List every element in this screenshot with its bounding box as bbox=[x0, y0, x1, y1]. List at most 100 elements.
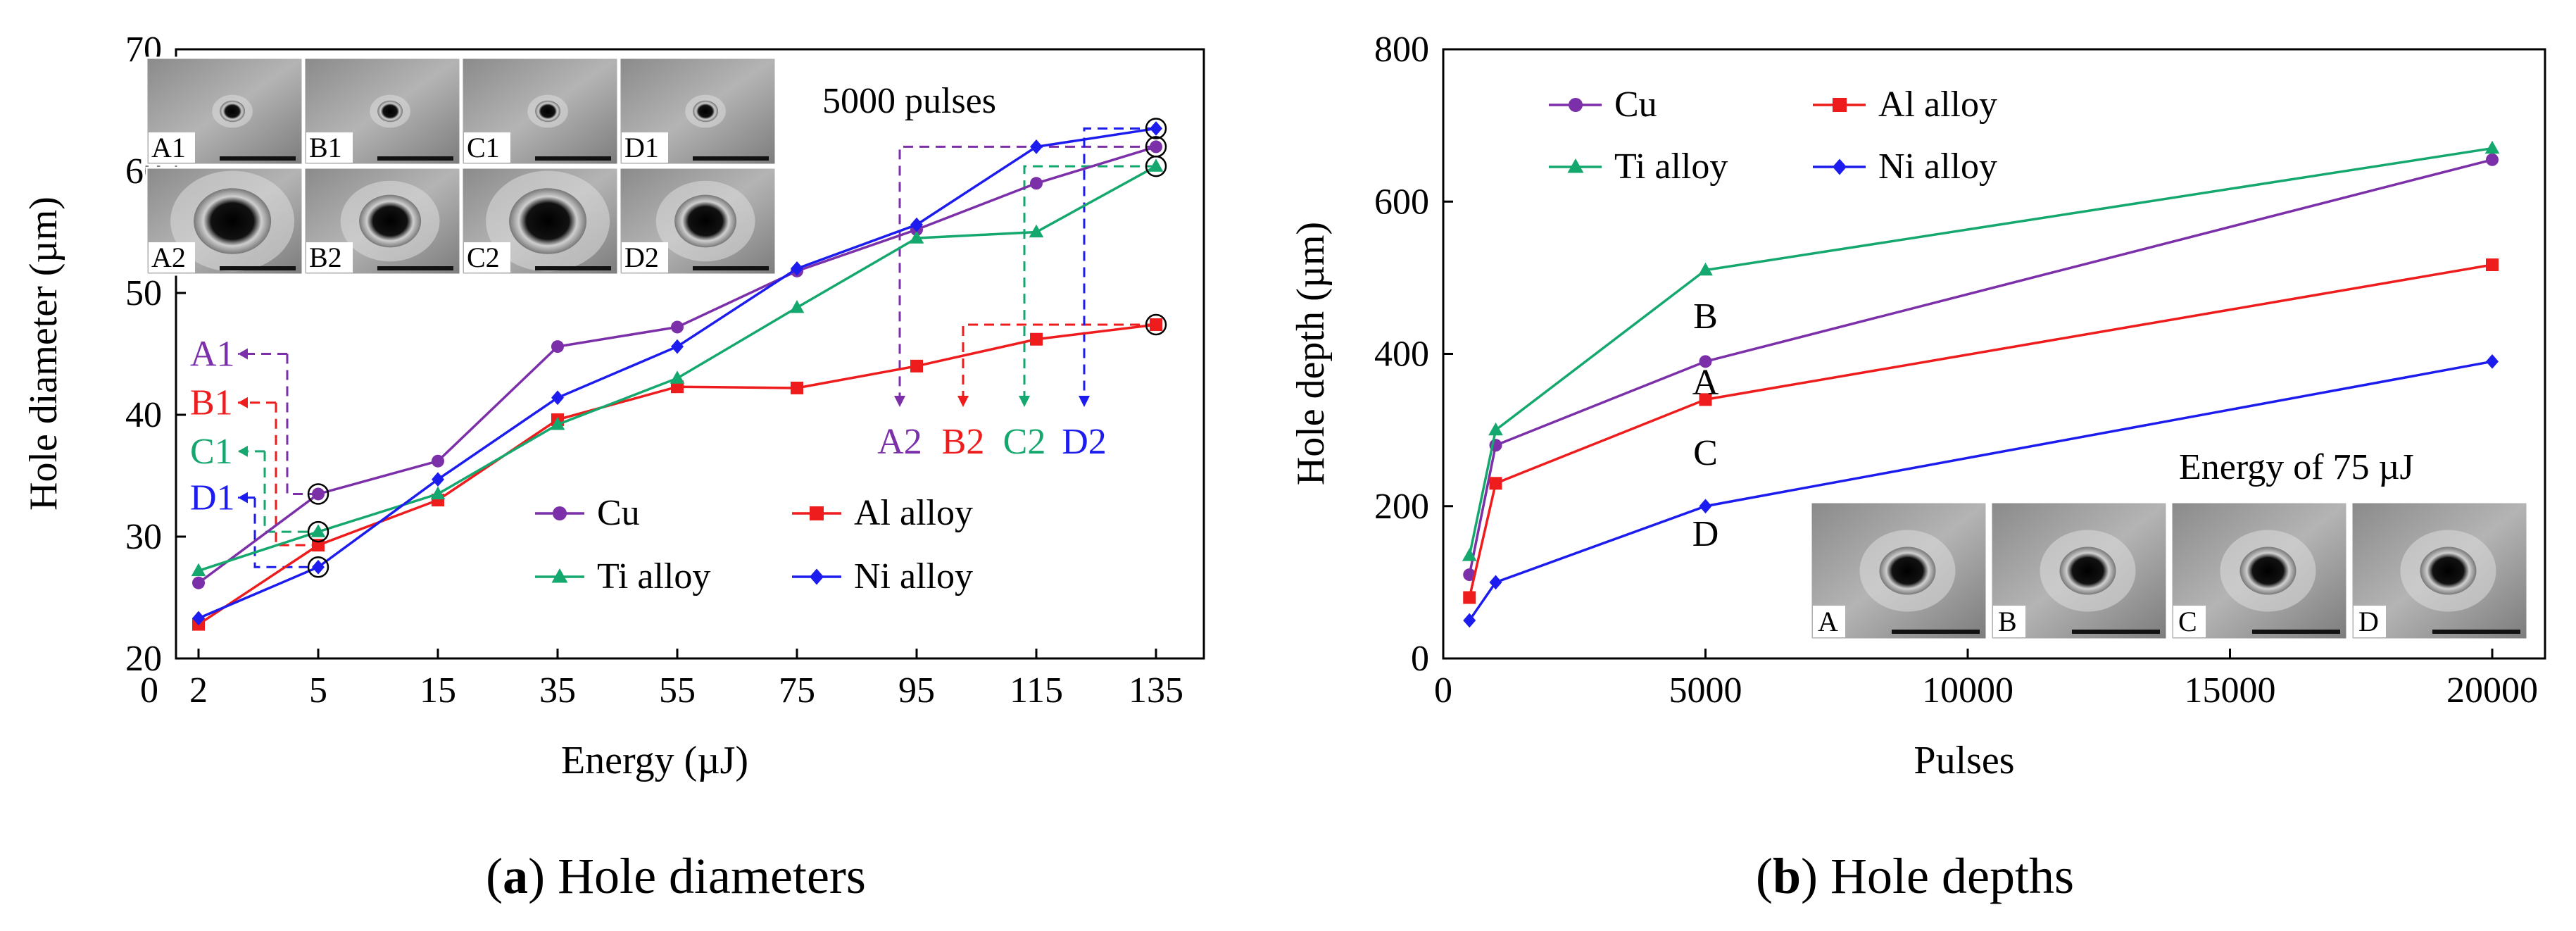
point-label: C bbox=[1693, 433, 1718, 473]
micrograph: B bbox=[1990, 501, 2168, 641]
micrograph-label-bg bbox=[464, 132, 510, 163]
series-group bbox=[1462, 140, 2500, 628]
micrograph-label-bg bbox=[1993, 606, 2025, 637]
series-ni-alloy bbox=[192, 121, 1162, 626]
legend-label: Al alloy bbox=[1878, 85, 1997, 125]
scale-bar bbox=[2252, 630, 2340, 634]
y-axis-label: Hole diameter (µm) bbox=[22, 196, 65, 511]
x-ticks: 0 2 5 15 35 55 75 95 115 135 bbox=[140, 649, 1183, 711]
micrograph: C1 bbox=[460, 56, 620, 166]
callout-arrow bbox=[238, 396, 248, 408]
micrograph-label: C2 bbox=[467, 242, 500, 273]
data-point bbox=[2486, 153, 2499, 166]
x-tick-label: 95 bbox=[898, 670, 935, 711]
legend-item: Ti alloy bbox=[535, 556, 710, 596]
hole bbox=[674, 194, 737, 248]
data-point bbox=[553, 506, 567, 520]
data-point bbox=[1462, 548, 1477, 561]
data-point bbox=[1569, 98, 1583, 112]
callout-arrow bbox=[238, 348, 248, 360]
micrograph: C2 bbox=[460, 166, 620, 276]
data-point bbox=[671, 339, 684, 354]
x-tick-label: 15000 bbox=[2185, 670, 2276, 711]
x-axis-label: Pulses bbox=[1914, 739, 2014, 782]
scale-bar bbox=[1892, 630, 1980, 634]
legend-label: Al alloy bbox=[854, 493, 973, 533]
scale-bar bbox=[377, 156, 453, 161]
data-point bbox=[1489, 477, 1502, 490]
micrograph: D bbox=[2350, 501, 2529, 641]
y-axis-label: Hole depth (µm) bbox=[1289, 222, 1333, 485]
legend: Cu Al alloy Ti alloy Ni alloy bbox=[1549, 85, 1997, 187]
data-point bbox=[312, 487, 325, 501]
micrograph-label: B2 bbox=[309, 242, 342, 273]
data-point bbox=[1488, 422, 1503, 436]
hole bbox=[509, 188, 587, 254]
series-group bbox=[191, 118, 1167, 631]
hole bbox=[220, 100, 246, 123]
micrograph-label: A bbox=[1818, 606, 1838, 637]
callout-label: D1 bbox=[190, 478, 235, 518]
hole bbox=[2059, 546, 2116, 595]
series-line bbox=[1468, 263, 2493, 598]
data-point bbox=[1833, 98, 1847, 112]
micrograph-grid: A1 B1 C1 D1 A2 B2 C2 D2 bbox=[145, 56, 777, 276]
micrograph: D2 bbox=[618, 166, 777, 276]
callout-arrow bbox=[1019, 395, 1030, 407]
highlight-ring bbox=[307, 483, 329, 505]
x-tick-label: 35 bbox=[539, 670, 576, 711]
data-point bbox=[1699, 393, 1712, 406]
scale-bar bbox=[2072, 630, 2160, 634]
caption-b: (b) Hole depths bbox=[1756, 848, 2074, 904]
x-tick-label: 15 bbox=[420, 670, 456, 711]
micrograph-label: D1 bbox=[624, 132, 659, 163]
data-point bbox=[671, 320, 684, 334]
micrograph: C bbox=[2170, 501, 2349, 641]
data-point bbox=[910, 217, 923, 232]
y-ticks: 0 200 400 600 800 bbox=[1374, 30, 1453, 679]
data-point bbox=[191, 563, 206, 577]
data-point bbox=[1148, 158, 1164, 172]
callout-label: B1 bbox=[190, 383, 233, 423]
legend-item: Ni alloy bbox=[792, 556, 973, 596]
x-tick-label: 20000 bbox=[2446, 670, 2538, 711]
legend-label: Ti alloy bbox=[597, 556, 710, 596]
micrograph-label: B bbox=[1998, 606, 2017, 637]
point-label: B bbox=[1693, 296, 1718, 337]
callout-label: D2 bbox=[1062, 422, 1107, 462]
legend-label: Ti alloy bbox=[1614, 146, 1728, 187]
hole bbox=[359, 194, 422, 248]
scale-bar bbox=[535, 266, 611, 270]
plot-frame bbox=[175, 48, 1205, 660]
micrograph-label-bg bbox=[464, 242, 510, 273]
series-line bbox=[1468, 146, 2493, 556]
scale-bar bbox=[377, 266, 453, 270]
series-line bbox=[1468, 158, 2493, 575]
data-point bbox=[909, 230, 924, 244]
data-point bbox=[432, 454, 444, 468]
hole bbox=[693, 100, 719, 123]
data-point bbox=[1029, 224, 1044, 238]
legend-item: Al alloy bbox=[792, 493, 973, 533]
micrograph-label: D2 bbox=[624, 242, 659, 273]
highlight-ring bbox=[1145, 155, 1167, 177]
legend-label: Cu bbox=[1614, 85, 1657, 125]
x-tick-label: 115 bbox=[1010, 670, 1063, 711]
data-point bbox=[789, 299, 805, 313]
x-tick-label: 5000 bbox=[1669, 670, 1742, 711]
data-point bbox=[550, 417, 565, 430]
micrograph-label-bg bbox=[2173, 606, 2206, 637]
scale-bar bbox=[693, 266, 769, 270]
x-tick-label: 5 bbox=[309, 670, 327, 711]
highlight-ring bbox=[1145, 313, 1167, 336]
y-tick-label: 0 bbox=[1411, 639, 1429, 679]
legend-item: Al alloy bbox=[1813, 85, 1997, 125]
callout-label: A2 bbox=[877, 422, 922, 462]
data-point bbox=[1030, 332, 1043, 346]
legend: Cu Al alloy Ti alloy Ni alloy bbox=[535, 493, 973, 596]
micrograph: D1 bbox=[618, 56, 777, 166]
micrograph-label-bg bbox=[2354, 606, 2386, 637]
callout-arrow bbox=[957, 395, 969, 407]
caption-text: Hole depths bbox=[1830, 848, 2074, 904]
